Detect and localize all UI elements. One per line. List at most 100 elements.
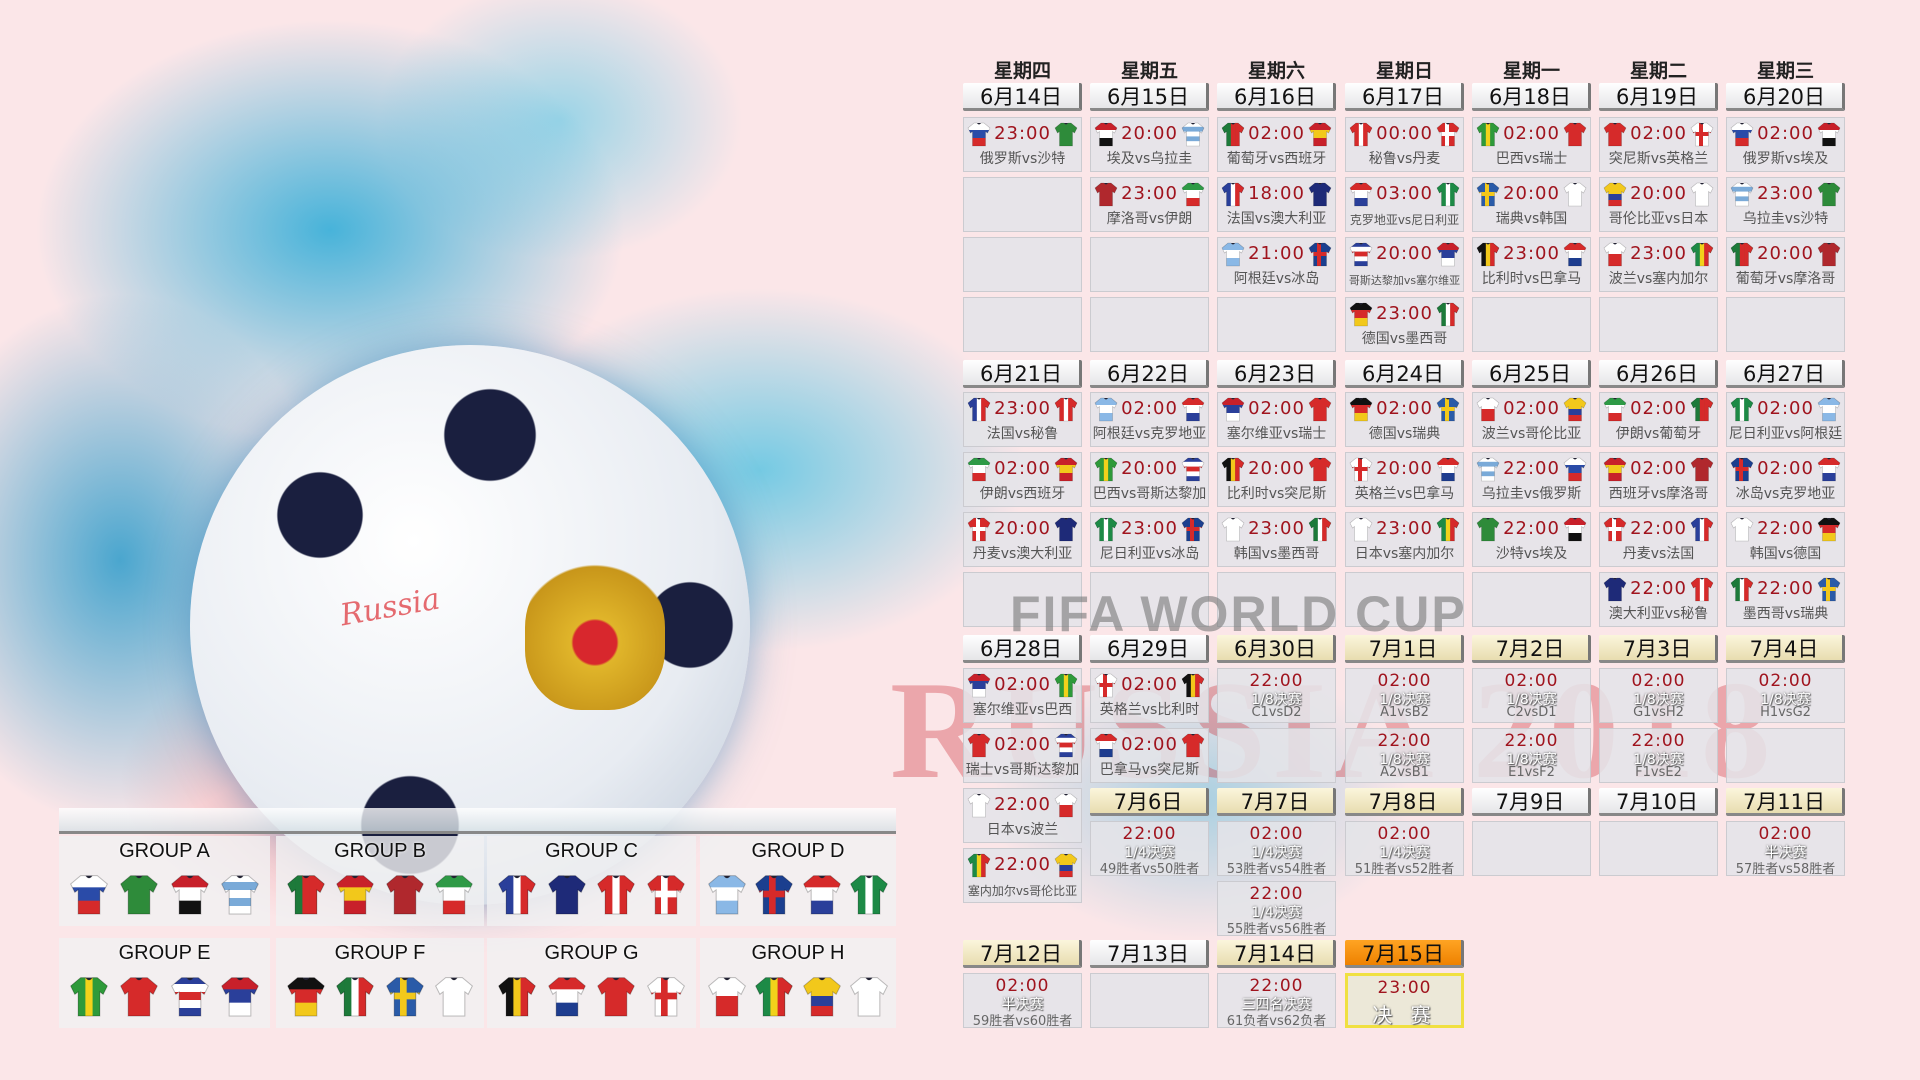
match-cell[interactable]: 20:00 比利时vs突尼斯 (1217, 452, 1336, 507)
match-cell[interactable]: 21:00 阿根廷vs冰岛 (1217, 237, 1336, 292)
match-cell[interactable]: 02:00 塞尔维亚vs巴西 (963, 668, 1082, 723)
match-cell[interactable]: 03:00 克罗地亚vs尼日利亚 (1345, 177, 1464, 232)
match-cell[interactable]: 23:00 俄罗斯vs沙特 (963, 117, 1082, 172)
match-cell[interactable]: 23:00 法国vs秘鲁 (963, 392, 1082, 447)
match-teams: 日本vs波兰 (986, 822, 1059, 838)
match-cell[interactable]: 18:00 法国vs澳大利亚 (1217, 177, 1336, 232)
match-cell[interactable]: 02:00 伊朗vs葡萄牙 (1599, 392, 1718, 447)
jersey-icon (967, 122, 991, 147)
match-time: 23:00 (1630, 243, 1687, 264)
match-cell[interactable]: 20:00 丹麦vs澳大利亚 (963, 512, 1082, 567)
match-cell[interactable]: 02:00 1/8决赛 A1vsB2 (1345, 668, 1464, 723)
match-cell[interactable]: 23:00 决 赛 (1345, 973, 1464, 1028)
weekday-label: 星期五 (1120, 60, 1178, 82)
match-cell[interactable]: 02:00 德国vs瑞典 (1345, 392, 1464, 447)
match-cell[interactable]: 20:00 巴西vs哥斯达黎加 (1090, 452, 1209, 507)
match-cell[interactable]: 02:00 1/4决赛 53胜者vs54胜者 (1217, 821, 1336, 877)
match-cell[interactable]: 02:00 伊朗vs西班牙 (963, 452, 1082, 507)
jersey-icon (1436, 457, 1460, 482)
match-teams: 秘鲁vs丹麦 (1368, 151, 1441, 167)
match-cell[interactable]: 22:00 澳大利亚vs秘鲁 (1599, 572, 1718, 627)
match-cell[interactable]: 02:00 1/8决赛 G1vsH2 (1599, 668, 1718, 723)
match-cell[interactable]: 22:00 1/8决赛 F1vsE2 (1599, 728, 1718, 783)
match-cell[interactable]: 23:00 摩洛哥vs伊朗 (1090, 177, 1209, 232)
match-teams: 阿根廷vs冰岛 (1233, 271, 1320, 287)
match-cell[interactable]: 02:00 波兰vs哥伦比亚 (1472, 392, 1591, 447)
jersey-icon (1817, 122, 1841, 147)
match-cell[interactable]: 22:00 乌拉圭vs俄罗斯 (1472, 452, 1591, 507)
match-cell[interactable]: 22:00 1/4决赛 55胜者vs56胜者 (1217, 881, 1336, 937)
date-header: 6月23日 (1217, 360, 1336, 388)
match-cell[interactable]: 02:00 英格兰vs比利时 (1090, 668, 1209, 723)
match-time: 22:00 (1249, 884, 1304, 904)
match-cell[interactable]: 02:00 巴拿马vs突尼斯 (1090, 728, 1209, 783)
match-cell[interactable]: 20:00 瑞典vs韩国 (1472, 177, 1591, 232)
match-cell[interactable]: 02:00 1/8决赛 H1vsG2 (1726, 668, 1845, 723)
match-cell[interactable]: 02:00 巴西vs瑞士 (1472, 117, 1591, 172)
match-header: 02:00 (1727, 121, 1844, 147)
match-cell[interactable]: 22:00 塞内加尔vs哥伦比亚 (963, 848, 1082, 903)
empty-match-cell (1726, 297, 1845, 352)
match-cell[interactable]: 02:00 俄罗斯vs埃及 (1726, 117, 1845, 172)
match-cell[interactable]: 22:00 1/8决赛 E1vsF2 (1472, 728, 1591, 783)
match-cell[interactable]: 22:00 1/4决赛 49胜者vs50胜者 (1090, 821, 1209, 877)
match-cell[interactable]: 23:00 韩国vs墨西哥 (1217, 512, 1336, 567)
date-header: 7月9日 (1472, 788, 1591, 816)
match-cell[interactable]: 22:00 韩国vs德国 (1726, 512, 1845, 567)
match-header: 02:00 (1218, 121, 1335, 147)
jersey-icon (1690, 122, 1714, 147)
match-cell[interactable]: 22:00 墨西哥vs瑞典 (1726, 572, 1845, 627)
russia-emblem-art (525, 560, 665, 710)
match-cell[interactable]: 20:00 埃及vs乌拉圭 (1090, 117, 1209, 172)
match-cell[interactable]: 20:00 葡萄牙vs摩洛哥 (1726, 237, 1845, 292)
jersey-icon (1094, 673, 1118, 698)
match-cell[interactable]: 22:00 1/8决赛 C1vsD2 (1217, 668, 1336, 723)
match-cell[interactable]: 23:00 尼日利亚vs冰岛 (1090, 512, 1209, 567)
match-time: 02:00 (1504, 671, 1559, 691)
match-cell[interactable]: 20:00 哥伦比亚vs日本 (1599, 177, 1718, 232)
match-time: 02:00 (1757, 458, 1814, 479)
jersey-icon (1730, 517, 1754, 542)
jersey-icon (1181, 182, 1205, 207)
match-cell[interactable]: 23:00 比利时vs巴拿马 (1472, 237, 1591, 292)
match-cell[interactable]: 02:00 1/8决赛 C2vsD1 (1472, 668, 1591, 723)
match-cell[interactable]: 02:00 半决赛 57胜者vs58胜者 (1726, 821, 1845, 877)
match-cell[interactable]: 02:00 突尼斯vs英格兰 (1599, 117, 1718, 172)
match-cell[interactable]: 23:00 德国vs墨西哥 (1345, 297, 1464, 352)
match-cell[interactable]: 20:00 哥斯达黎加vs塞尔维亚 (1345, 237, 1464, 292)
jersey-icon (1308, 182, 1332, 207)
date-header: 7月12日 (963, 940, 1082, 968)
match-cell[interactable]: 22:00 三四名决赛 61负者vs62负者 (1217, 973, 1336, 1029)
match-cell[interactable]: 20:00 英格兰vs巴拿马 (1345, 452, 1464, 507)
match-header: 02:00 (964, 732, 1081, 758)
match-header: 23:00 (964, 396, 1081, 422)
jersey-icon (1476, 242, 1500, 267)
match-cell[interactable]: 02:00 半决赛 59胜者vs60胜者 (963, 973, 1082, 1029)
match-header: 02:00 (1600, 456, 1717, 482)
jersey-icon (1817, 517, 1841, 542)
match-cell[interactable]: 23:00 波兰vs塞内加尔 (1599, 237, 1718, 292)
match-time: 22:00 (1630, 518, 1687, 539)
match-cell[interactable]: 22:00 1/8决赛 A2vsB1 (1345, 728, 1464, 783)
match-cell[interactable]: 02:00 葡萄牙vs西班牙 (1217, 117, 1336, 172)
jersey-icon (1603, 457, 1627, 482)
match-cell[interactable]: 22:00 日本vs波兰 (963, 788, 1082, 843)
match-cell[interactable]: 22:00 沙特vs埃及 (1472, 512, 1591, 567)
match-header: 02:00 (1727, 456, 1844, 482)
match-teams: 葡萄牙vs摩洛哥 (1735, 271, 1836, 287)
match-cell[interactable]: 22:00 丹麦vs法国 (1599, 512, 1718, 567)
match-cell[interactable]: 02:00 瑞士vs哥斯达黎加 (963, 728, 1082, 783)
match-cell[interactable]: 02:00 冰岛vs克罗地亚 (1726, 452, 1845, 507)
match-header: 23:00 (1600, 241, 1717, 267)
empty-match-cell (1472, 572, 1591, 627)
match-cell[interactable]: 02:00 1/4决赛 51胜者vs52胜者 (1345, 821, 1464, 877)
match-cell[interactable]: 02:00 西班牙vs摩洛哥 (1599, 452, 1718, 507)
match-cell[interactable]: 23:00 乌拉圭vs沙特 (1726, 177, 1845, 232)
match-cell[interactable]: 02:00 塞尔维亚vs瑞士 (1217, 392, 1336, 447)
match-cell[interactable]: 23:00 日本vs塞内加尔 (1345, 512, 1464, 567)
match-cell[interactable]: 00:00 秘鲁vs丹麦 (1345, 117, 1464, 172)
jersey-icon (1181, 517, 1205, 542)
match-cell[interactable]: 02:00 阿根廷vs克罗地亚 (1090, 392, 1209, 447)
match-teams: 波兰vs哥伦比亚 (1481, 426, 1582, 442)
match-cell[interactable]: 02:00 尼日利亚vs阿根廷 (1726, 392, 1845, 447)
